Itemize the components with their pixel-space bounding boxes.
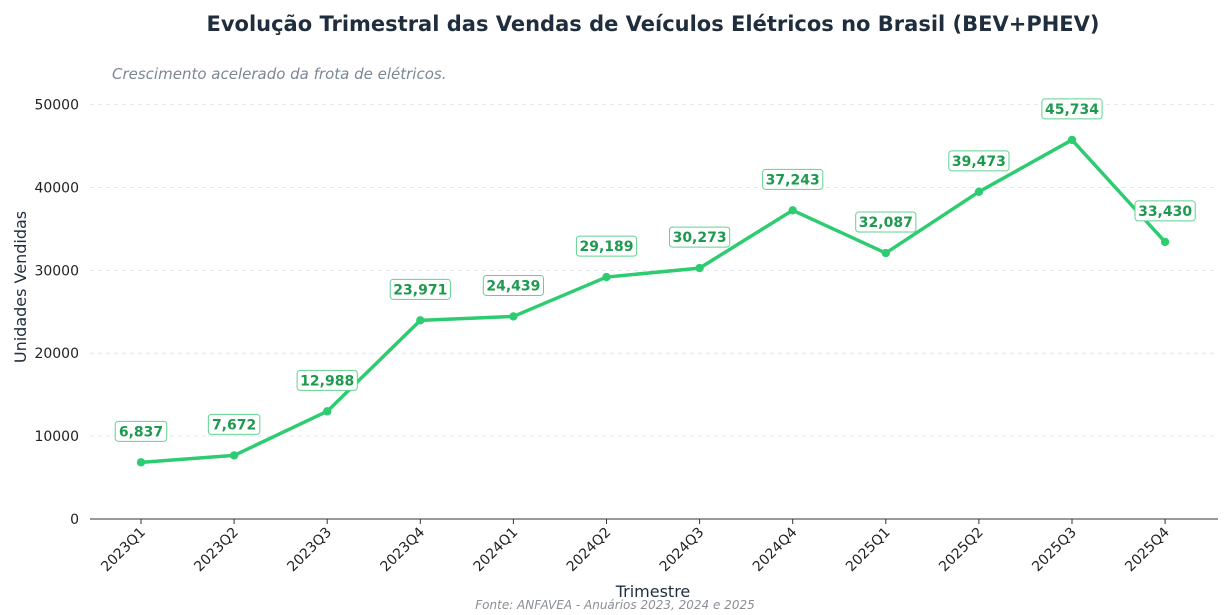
x-tick-label: 2023Q3: [284, 525, 335, 576]
y-axis-label: Unidades Vendidas: [11, 211, 30, 363]
x-tick-label: 2024Q4: [750, 524, 801, 575]
data-label: 32,087: [859, 215, 913, 231]
data-label-box: [575, 235, 638, 257]
data-label: 23,971: [393, 282, 447, 298]
data-label: 45,734: [1045, 102, 1099, 118]
data-label-box: [1041, 98, 1103, 120]
y-tick-label: 10000: [34, 429, 79, 445]
data-point: [602, 272, 611, 282]
data-label: 29,189: [579, 239, 633, 255]
data-label-box: [207, 413, 261, 435]
data-label: 24,439: [486, 278, 540, 294]
axis-layer: 0 10000 20000 30000 40000 50000 2023Q1 2023Q2 20…: [34, 98, 1218, 576]
x-tick-label: 2023Q1: [98, 525, 149, 576]
data-label-box: [114, 420, 168, 442]
data-label: 7,672: [212, 417, 256, 433]
data-point: [509, 312, 518, 321]
data-point: [1160, 237, 1170, 247]
x-tick-label: 2024Q3: [657, 525, 708, 576]
x-tick-label: 2024Q1: [471, 525, 522, 576]
x-tick-label: 2025Q2: [936, 525, 987, 576]
data-label: 37,243: [766, 172, 820, 188]
y-tick-label: 50000: [34, 98, 79, 114]
data-point: [974, 187, 984, 197]
data-point: [229, 451, 239, 460]
data-point: [323, 407, 332, 416]
data-label-box: [855, 211, 917, 233]
data-point: [695, 263, 704, 273]
data-label-box: [948, 150, 1010, 172]
x-tick-label: 2023Q4: [378, 524, 429, 575]
y-tick-label: 0: [70, 512, 79, 528]
data-label-box: [762, 168, 824, 190]
y-tick-label: 30000: [34, 263, 79, 279]
x-axis-label: Trimestre: [615, 582, 691, 601]
source-note: Fonte: ANFAVEA - Anuários 2023, 2024 e 2…: [475, 598, 754, 612]
data-point: [1067, 135, 1077, 145]
data-label: 6,837: [119, 424, 163, 440]
data-label: 12,988: [300, 373, 354, 389]
data-label: 33,430: [1138, 204, 1192, 220]
data-point: [416, 316, 425, 325]
data-label: 30,273: [673, 230, 727, 246]
data-label: 39,473: [952, 154, 1006, 170]
data-label-box: [389, 278, 451, 300]
y-tick-label: 40000: [34, 180, 79, 196]
x-tick-label: 2025Q1: [843, 525, 894, 576]
data-label-box: [1134, 200, 1196, 222]
x-tick-label: 2023Q2: [191, 525, 242, 576]
series-layer: [136, 135, 1170, 467]
data-label-box: [482, 274, 544, 296]
data-point: [788, 206, 797, 215]
x-tick-label: 2025Q3: [1029, 525, 1080, 576]
data-label-box: [669, 226, 731, 248]
y-tick-label: 20000: [34, 346, 79, 362]
data-point: [881, 248, 890, 258]
x-tick-label: 2024Q2: [564, 525, 615, 576]
series-line: [139, 138, 1167, 465]
chart-subtitle: Crescimento acelerado da frota de elétri…: [112, 65, 446, 83]
chart-title: Evolução Trimestral das Vendas de Veícul…: [207, 12, 1100, 36]
data-label-layer: 6,837 7,672 12,988 23,971 24,439 29,189 30,273…: [114, 98, 1196, 442]
x-tick-label: 2025Q4: [1122, 524, 1173, 575]
data-point: [136, 458, 146, 467]
data-label-box: [296, 369, 358, 391]
